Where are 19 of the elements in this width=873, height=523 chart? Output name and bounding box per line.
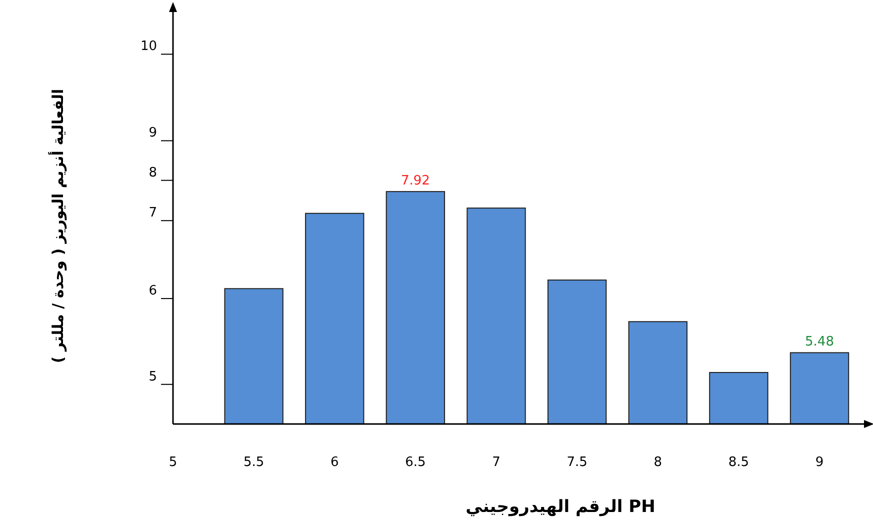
x-tick-label: 6.5: [405, 455, 426, 470]
y-tick-label: 7: [148, 206, 157, 221]
x-tick-label: 9: [815, 455, 824, 470]
y-tick-label: 10: [140, 39, 157, 54]
x-tick-label: 8.5: [728, 455, 750, 470]
y-axis-title: الفعالية أنزيم اليوريز ( وحدة / مللتر ): [48, 88, 67, 364]
y-tick-label: 8: [148, 165, 157, 180]
x-tick-label: 8: [654, 455, 662, 470]
x-axis-title: الرقم الهيدروجيني PH: [466, 497, 656, 517]
y-tick-label: 6: [148, 284, 157, 299]
x-tick-label: 5.5: [243, 455, 264, 470]
y-tick-label: 5: [148, 369, 157, 384]
data-label: 7.92: [400, 174, 430, 189]
data-label: 5.48: [805, 334, 834, 350]
x-tick-label: 6: [330, 455, 339, 470]
y-tick-label: 9: [148, 126, 157, 141]
x-tick-label: 7.5: [566, 455, 588, 470]
x-tick-label: 5: [168, 455, 178, 470]
x-tick-label: 7: [492, 455, 500, 470]
